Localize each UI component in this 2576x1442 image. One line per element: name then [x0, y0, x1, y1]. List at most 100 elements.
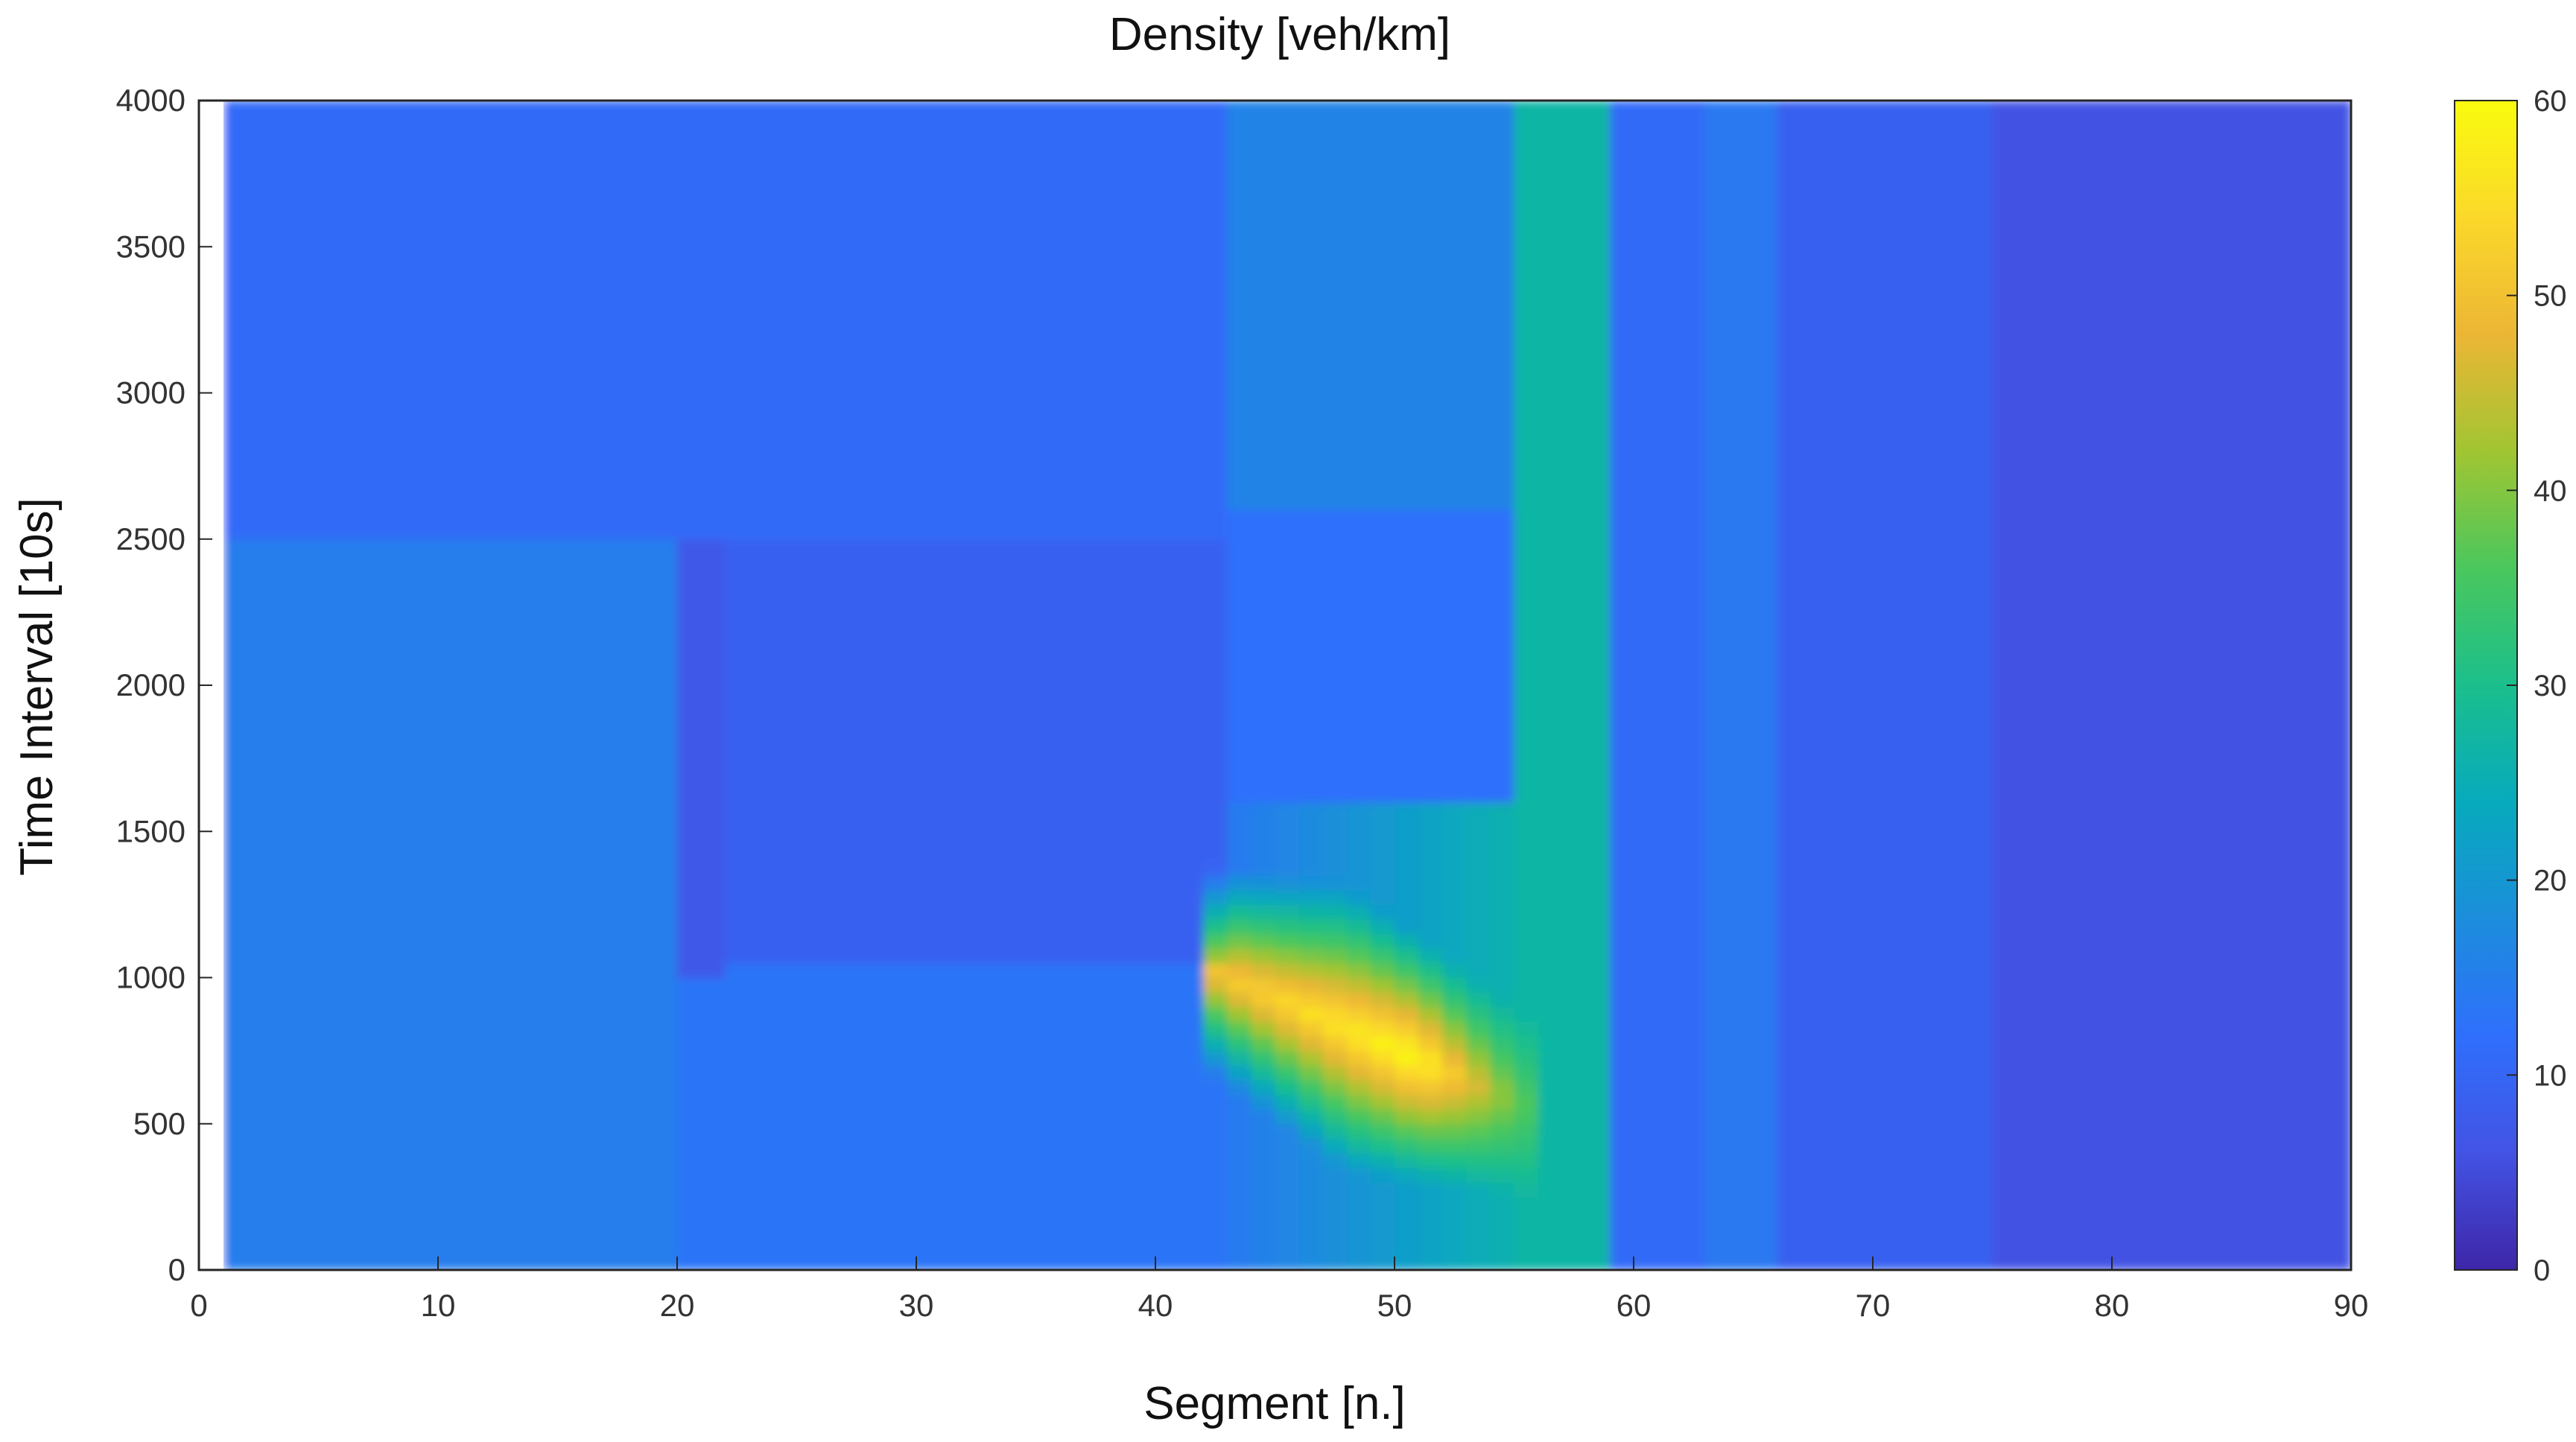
heatmap-cell	[581, 480, 606, 496]
heatmap-cell	[988, 305, 1012, 320]
heatmap-cell	[820, 1036, 846, 1052]
heatmap-cell	[1298, 933, 1324, 949]
heatmap-cell	[1370, 948, 1395, 964]
heatmap-cell	[773, 553, 798, 569]
heatmap-cell	[1442, 875, 1467, 891]
heatmap-cell	[438, 641, 463, 657]
heatmap-cell	[223, 115, 247, 130]
heatmap-cell	[1681, 889, 1706, 905]
heatmap-cell	[1107, 101, 1132, 116]
heatmap-cell	[270, 1021, 295, 1037]
heatmap-cell	[510, 670, 534, 686]
heatmap-cell	[1346, 1109, 1371, 1125]
heatmap-cell	[677, 334, 702, 350]
heatmap-cell	[1083, 612, 1108, 628]
heatmap-cell	[1275, 1109, 1300, 1125]
heatmap-cell	[1179, 436, 1204, 452]
heatmap-cell	[318, 144, 343, 160]
heatmap-cell	[1298, 276, 1324, 291]
heatmap-cell	[605, 1065, 630, 1081]
heatmap-cell	[413, 1036, 439, 1052]
heatmap-cell	[366, 714, 391, 730]
heatmap-cell	[557, 728, 583, 745]
heatmap-cell	[964, 685, 989, 701]
heatmap-cell	[988, 962, 1012, 979]
heatmap-cell	[940, 714, 965, 730]
heatmap-cell	[1275, 582, 1300, 598]
heatmap-cell	[964, 436, 989, 452]
heatmap-cell	[892, 962, 917, 979]
heatmap-cell	[533, 101, 559, 116]
heatmap-cell	[1107, 451, 1132, 467]
heatmap-cell	[1298, 334, 1324, 350]
heatmap-cell	[1298, 174, 1324, 189]
heatmap-cell	[1609, 553, 1634, 569]
heatmap-cell	[1059, 641, 1085, 657]
heatmap-cell	[868, 334, 893, 350]
heatmap-cell	[701, 144, 726, 160]
heatmap-cell	[1298, 1065, 1324, 1081]
heatmap-cell	[1035, 728, 1061, 745]
heatmap-cell	[653, 393, 678, 408]
heatmap-cell	[1203, 860, 1228, 876]
heatmap-cell	[1059, 1255, 1085, 1270]
heatmap-cell	[1538, 159, 1563, 174]
heatmap-cell	[844, 436, 869, 452]
heatmap-cell	[1418, 203, 1443, 218]
heatmap-cell	[1395, 1036, 1419, 1052]
heatmap-cell	[1514, 1109, 1539, 1125]
heatmap-cell	[868, 466, 893, 481]
heatmap-cell	[1395, 203, 1419, 218]
heatmap-cell	[868, 1065, 893, 1081]
heatmap-cell	[318, 1167, 343, 1183]
heatmap-cell	[940, 422, 965, 437]
heatmap-cell	[1490, 378, 1515, 394]
heatmap-cell	[557, 130, 583, 145]
heatmap-cell	[820, 787, 846, 803]
heatmap-cell	[796, 1050, 822, 1066]
heatmap-cell	[1035, 451, 1061, 467]
heatmap-cell	[1155, 582, 1180, 598]
heatmap-cell	[1131, 597, 1156, 613]
heatmap-cell	[247, 1036, 271, 1052]
heatmap-cell	[749, 699, 773, 715]
heatmap-cell	[1538, 451, 1563, 467]
heatmap-cell	[1442, 407, 1467, 423]
heatmap-cell	[486, 1079, 510, 1096]
heatmap-cell	[1155, 188, 1180, 203]
heatmap-cell	[1418, 276, 1443, 291]
heatmap-cell	[1107, 816, 1132, 832]
heatmap-cell	[1059, 1006, 1085, 1022]
heatmap-cell	[1657, 831, 1682, 847]
heatmap-cell	[1012, 948, 1037, 964]
heatmap-cell	[533, 363, 559, 379]
heatmap-cell	[462, 1079, 486, 1096]
heatmap-cell	[1466, 1036, 1491, 1052]
heatmap-cell	[916, 1255, 941, 1270]
heatmap-cell	[462, 393, 486, 408]
heatmap-cell	[342, 802, 367, 818]
heatmap-cell	[1275, 889, 1300, 905]
heatmap-cell	[916, 305, 941, 320]
heatmap-cell	[1681, 436, 1706, 452]
heatmap-cell	[413, 159, 439, 174]
heatmap-cell	[1490, 933, 1515, 949]
heatmap-cell	[342, 758, 367, 774]
heatmap-cell	[1322, 787, 1348, 803]
heatmap-cell	[270, 948, 295, 964]
heatmap-cell	[629, 524, 654, 540]
heatmap-cell	[1298, 977, 1324, 993]
heatmap-cell	[1442, 1240, 1467, 1256]
heatmap-cell	[988, 845, 1012, 862]
heatmap-cell	[1490, 261, 1515, 277]
heatmap-cell	[1514, 320, 1539, 335]
heatmap-cell	[1561, 261, 1587, 277]
heatmap-cell	[820, 261, 846, 277]
heatmap-cell	[1131, 992, 1156, 1008]
heatmap-cell	[1251, 758, 1276, 774]
heatmap-cell	[796, 1079, 822, 1096]
heatmap-cell	[653, 1065, 678, 1081]
heatmap-cell	[1561, 655, 1587, 671]
heatmap-cell	[1514, 655, 1539, 671]
heatmap-cell	[318, 889, 343, 905]
